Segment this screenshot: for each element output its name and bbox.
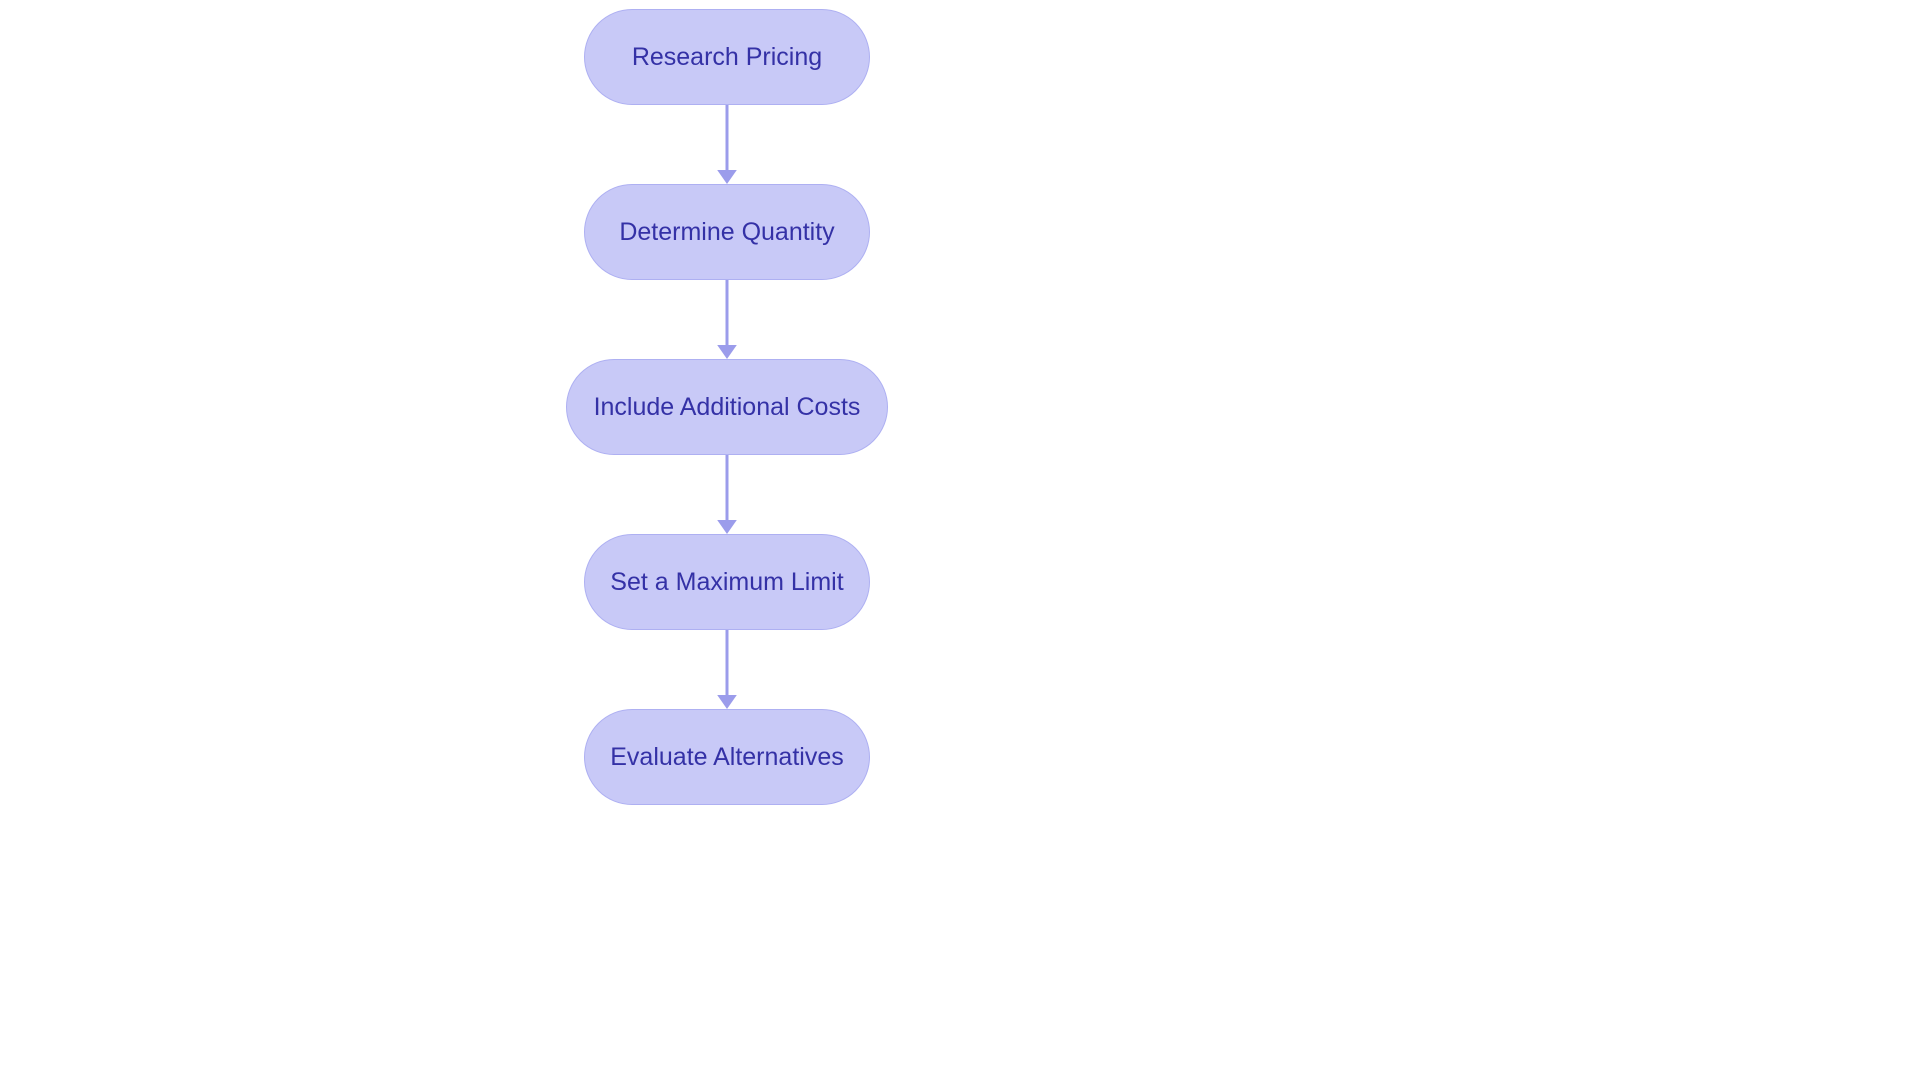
- flowchart-node: Research Pricing: [584, 9, 870, 105]
- flowchart-canvas: Research Pricing Determine Quantity Includ…: [0, 0, 1920, 1083]
- flowchart-node: Set a Maximum Limit: [584, 534, 870, 630]
- flowchart-node: Evaluate Alternatives: [584, 709, 870, 805]
- flowchart-node: Include Additional Costs: [566, 359, 888, 455]
- flowchart-node-label: Research Pricing: [632, 43, 822, 72]
- flowchart-edge: [709, 280, 745, 359]
- flowchart-node-label: Determine Quantity: [619, 218, 834, 247]
- flowchart-node-label: Set a Maximum Limit: [610, 568, 843, 597]
- flowchart-node-label: Include Additional Costs: [594, 393, 861, 422]
- flowchart-edge: [709, 455, 745, 534]
- flowchart-edge: [709, 105, 745, 184]
- flowchart-node-label: Evaluate Alternatives: [610, 743, 843, 772]
- flowchart-edge: [709, 630, 745, 709]
- flowchart-node: Determine Quantity: [584, 184, 870, 280]
